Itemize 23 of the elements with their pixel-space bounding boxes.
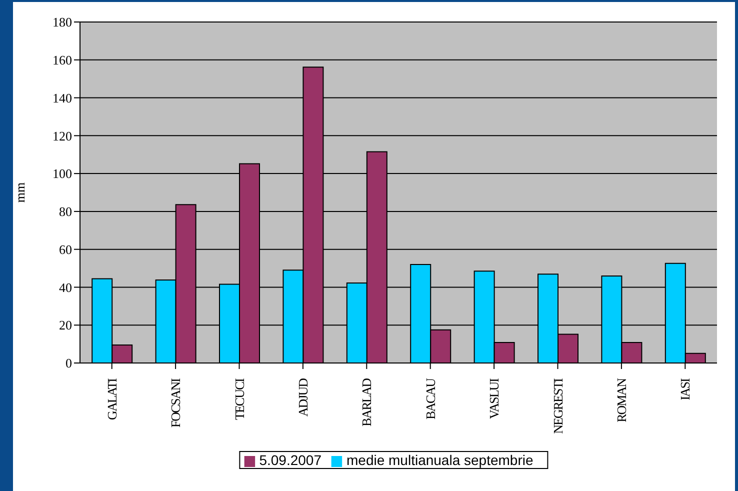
y-tick-label: 140 [52,90,72,106]
y-tick-label: 180 [52,14,72,30]
y-tick-label: 0 [66,356,72,371]
x-tick-label: GALATI [104,378,120,420]
y-tick-label: 60 [59,242,72,257]
x-tick-label: NEGRESTI [550,378,566,434]
legend-label: medie multianuala septembrie [346,452,534,468]
x-tick-label: IASI [678,378,693,400]
y-tick-label: 40 [59,280,72,295]
y-axis-title: mm [12,182,28,203]
x-tick-label: BARLAD [359,378,374,426]
legend-label: 5.09.2007 [259,452,322,468]
x-tick-label: FOCSANI [168,378,184,428]
y-tick-label: 80 [59,204,72,220]
x-tick-label: VASLUI [486,378,502,419]
x-tick-label: TECUCI [232,378,247,420]
x-tick-label: BACAU [422,377,438,420]
y-tick-label: 100 [52,166,72,182]
x-tick-label: ROMAN [614,377,629,422]
y-tick-label: 160 [52,52,72,68]
x-tick-label: ADJUD [295,378,310,417]
y-tick-label: 20 [59,318,72,333]
y-tick-label: 120 [52,128,72,144]
